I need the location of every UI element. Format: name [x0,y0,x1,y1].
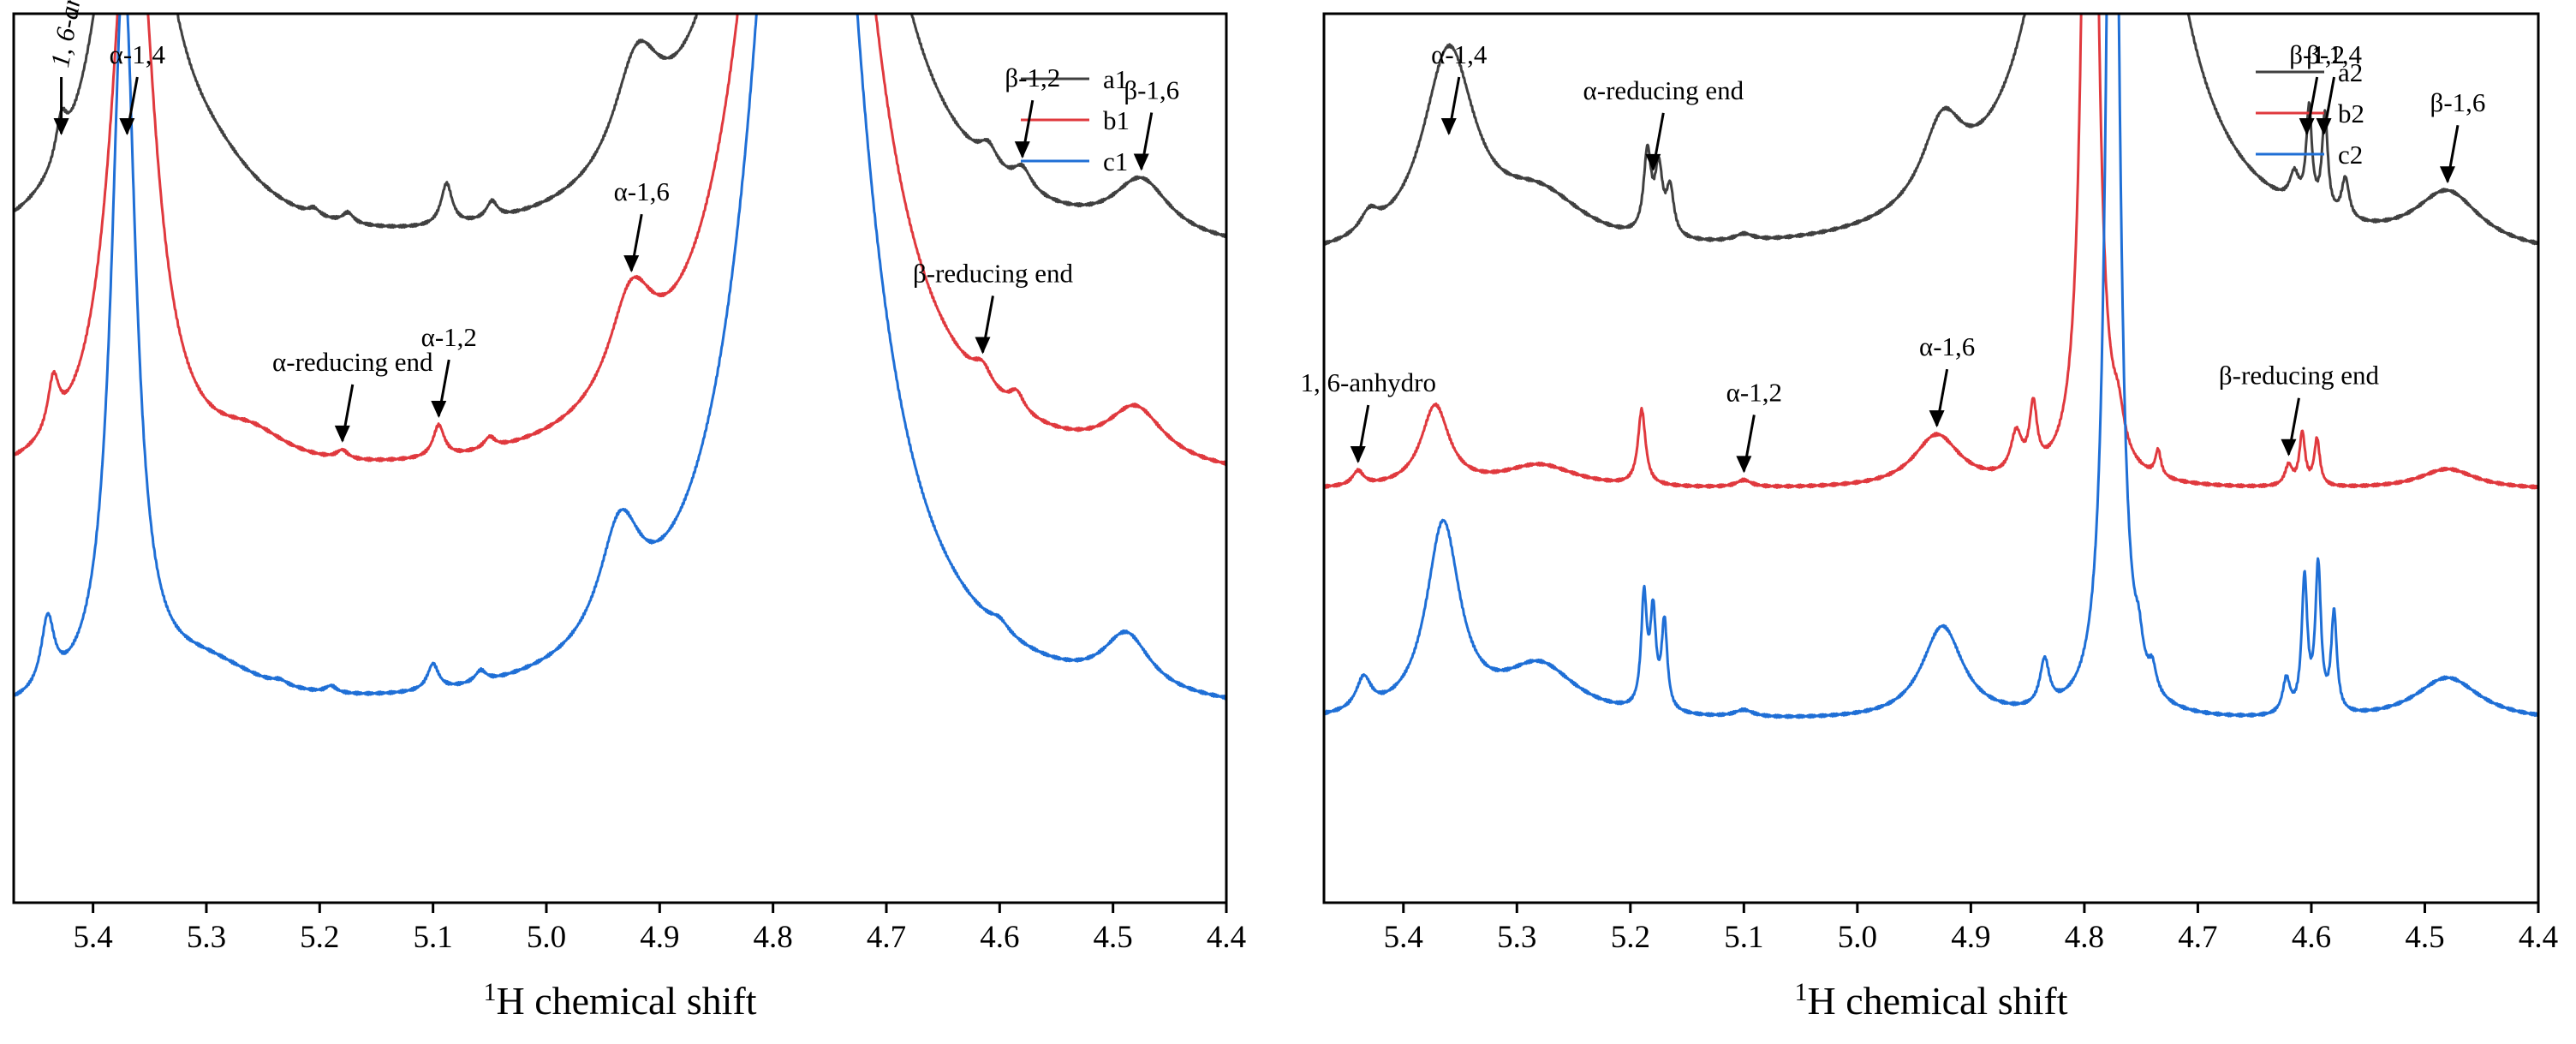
peak-annotation: β-1,4 [2306,39,2362,135]
x-tick-label: 4.8 [2065,920,2104,955]
peak-annotation: 1, 6-anhydro [45,0,98,135]
x-axis-title-superscript: 1 [1794,978,1807,1006]
series-line-b1 [14,14,1226,467]
series-line-b2 [1324,14,2538,490]
annotation-label: β-1,2 [1005,63,1060,92]
annotation-label: β-1,4 [2306,39,2362,69]
legend-label-a1: a1 [1103,64,1128,94]
peak-annotation: α-1,2 [421,322,477,418]
peak-annotation: α-reducing end [1583,75,1744,171]
annotation-label: β-1,6 [2430,87,2486,117]
legend: a2 b2 c2 [2256,57,2364,170]
peak-annotation: β-1,6 [1124,75,1179,171]
annotation-arrow-head [1645,153,1661,171]
x-tick-label: 4.6 [980,920,1019,955]
x-tick-label: 4.9 [640,920,679,955]
x-tick-label: 4.5 [2405,920,2444,955]
x-tick-label: 4.9 [1951,920,1990,955]
x-axis-title-text: H chemical shift [1807,979,2067,1023]
legend-label-c2: c2 [2338,140,2363,170]
x-tick-label: 4.6 [2292,920,2331,955]
x-tick-label: 5.4 [1384,920,1423,955]
x-tick-label: 4.4 [1207,920,1246,955]
peak-annotation: α-1,6 [1919,331,1975,428]
plot-frame [1322,12,2540,904]
annotation-label: β-1,6 [1124,75,1179,104]
annotation-arrow-head [1736,456,1752,474]
x-tick-label: 5.2 [1611,920,1650,955]
annotation-label: α-1,2 [421,322,477,352]
annotation-arrow-head [2281,438,2297,456]
x-tick-label: 4.4 [2519,920,2558,955]
annotation-arrow-head [431,400,447,418]
annotation-arrow-head [2299,118,2315,135]
x-tick-label: 5.3 [187,920,226,955]
annotation-arrow-head [2439,166,2455,184]
legend-label-b2: b2 [2338,98,2364,128]
annotation-arrow-head [53,118,69,135]
peak-annotation: α-1,4 [110,39,166,135]
annotation-label: β-reducing end [2219,361,2380,391]
peak-annotation: α-1,4 [1431,39,1488,135]
legend: a1 b1 c1 [1021,64,1130,176]
series-line-a2 [1324,14,2538,246]
peak-annotation: β-reducing end [913,258,1074,355]
x-tick-label: 5.1 [414,920,453,955]
annotation-label: 1, 6-anhydro [1301,367,1436,397]
series-line-a1 [14,14,1226,239]
annotation-label: α-1,6 [614,176,670,206]
x-tick-label: 5.0 [1838,920,1877,955]
legend-label-b1: b1 [1103,105,1130,135]
annotation-label: α-reducing end [272,347,433,377]
annotation-label: α-reducing end [1583,75,1744,105]
x-tick-label: 4.7 [867,920,906,955]
peak-annotation: 1, 6-anhydro [1301,367,1436,464]
annotation-arrow-head [334,425,350,443]
x-tick-label: 5.4 [74,920,113,955]
x-tick-label: 4.5 [1094,920,1133,955]
legend-label-a2: a2 [2338,57,2363,87]
annotation-arrow-head [1014,141,1030,159]
x-tick-label: 5.3 [1497,920,1536,955]
annotation-label: α-1,2 [1726,377,1782,407]
annotation-arrow-head [623,255,640,273]
annotation-arrow-head [1929,410,1945,428]
left-spectrum-panel: 5.4 5.3 5.2 5.1 5.0 4.9 4.8 4.7 4.6 4.5 4.4 1H chem… [12,0,1246,1023]
annotation-label: β-1,2 [2289,39,2345,69]
series-line-c1 [14,14,1226,701]
legend-label-c1: c1 [1103,146,1128,176]
peak-annotation: β-1,2 [2289,39,2345,135]
peak-annotation: α-1,2 [1726,377,1782,474]
series-line-c2 [1324,14,2538,719]
x-tick-label: 5.1 [1724,920,1763,955]
annotation-arrow-head [119,118,135,135]
peak-annotation: α-reducing end [272,347,433,443]
annotation-arrow-head [975,337,991,355]
x-axis-title: 1H chemical shift [483,978,756,1023]
annotation-arrow-head [1133,153,1149,171]
peak-annotation: β-1,2 [1005,63,1060,159]
annotation-label: α-1,4 [110,39,166,69]
annotation-label: α-1,6 [1919,331,1975,361]
peak-annotation: α-1,6 [614,176,670,273]
x-axis-title-superscript: 1 [483,978,496,1006]
annotation-arrow-head [1440,118,1457,135]
x-tick-label: 5.2 [300,920,339,955]
annotation-arrow-head [2316,118,2332,135]
x-tick-label: 5.0 [527,920,566,955]
annotation-label: β-reducing end [913,258,1074,288]
annotation-arrow-head [1350,446,1366,464]
x-axis-title: 1H chemical shift [1794,978,2067,1023]
plot-frame [12,12,1228,904]
x-tick-label: 4.8 [754,920,793,955]
peak-annotation: β-reducing end [2219,361,2380,456]
peak-annotation: β-1,6 [2430,87,2486,184]
x-tick-label: 4.7 [2178,920,2217,955]
x-axis-title-text: H chemical shift [496,979,756,1023]
annotation-label: α-1,4 [1431,39,1488,69]
right-spectrum-panel: 5.4 5.3 5.2 5.1 5.0 4.9 4.8 4.7 4.6 4.5 4.4 1H chem… [1301,12,2558,1023]
